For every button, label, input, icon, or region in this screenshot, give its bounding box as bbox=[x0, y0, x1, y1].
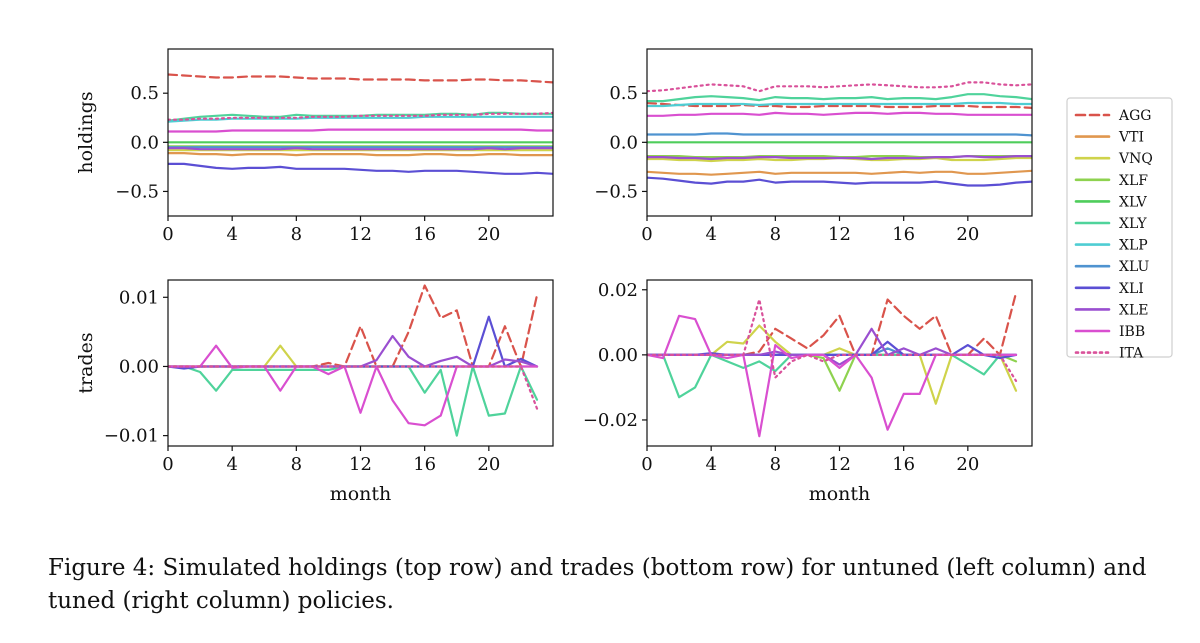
series-line-ibb bbox=[168, 128, 553, 133]
legend-label-xlu: XLU bbox=[1119, 259, 1149, 275]
series-group bbox=[168, 73, 553, 175]
y-tick-label: 0.0 bbox=[130, 132, 159, 153]
series-line-xly bbox=[647, 93, 1032, 103]
y-tick-label: 0.00 bbox=[119, 356, 159, 377]
legend-label-vnq: VNQ bbox=[1118, 151, 1153, 167]
x-tick-label: 20 bbox=[477, 224, 500, 245]
legend: AGG VTI VNQ XLF XLV XLY XLP XLU XLI XLE IBB ITA bbox=[1066, 97, 1173, 362]
legend-label-xlf: XLF bbox=[1119, 173, 1148, 189]
chart-bottom-left: 0 4 8 12 16 20 0.01 0.00 −0.01 trades month bbox=[75, 279, 554, 505]
series-line-ita bbox=[647, 298, 1018, 382]
x-tick-label: 4 bbox=[705, 224, 716, 245]
series-line-xli bbox=[168, 315, 539, 370]
series-line-agg bbox=[647, 291, 1018, 356]
series-group bbox=[647, 291, 1018, 438]
legend-label-xle: XLE bbox=[1119, 302, 1148, 318]
legend-label-ibb: IBB bbox=[1119, 324, 1145, 340]
legend-label-xlv: XLV bbox=[1119, 194, 1148, 210]
series-line-ibb bbox=[647, 314, 1018, 438]
series-line-xlp bbox=[168, 115, 553, 123]
series-line-xlu bbox=[647, 132, 1032, 137]
x-tick-label: 0 bbox=[162, 224, 173, 245]
x-tick-label: 12 bbox=[828, 224, 851, 245]
x-tick-label: 16 bbox=[413, 454, 436, 475]
x-tick-label: 0 bbox=[641, 224, 652, 245]
x-axis-label: month bbox=[809, 483, 871, 505]
legend-box bbox=[1066, 97, 1173, 358]
series-line-vti bbox=[168, 152, 553, 157]
y-tick-label: −0.01 bbox=[104, 426, 159, 447]
x-tick-label: 4 bbox=[226, 454, 237, 475]
y-tick-label: 0.5 bbox=[130, 83, 159, 104]
series-line-xli bbox=[647, 340, 1018, 360]
x-tick-label: 20 bbox=[956, 454, 979, 475]
chart-top-left: 0 4 8 12 16 20 0.5 0.0 −0.5 holdings bbox=[75, 48, 554, 245]
axes-frame bbox=[646, 279, 1033, 447]
chart-top-right: 0 4 8 12 16 20 0.5 0.0 −0.5 bbox=[594, 48, 1033, 245]
x-tick-label: 12 bbox=[828, 454, 851, 475]
chart-bottom-right: 0 4 8 12 16 20 0.02 0.00 −0.02 month bbox=[583, 279, 1033, 505]
legend-label-agg: AGG bbox=[1118, 108, 1151, 124]
series-line-ita bbox=[647, 81, 1032, 93]
series-line-xly bbox=[168, 365, 539, 437]
y-tick-label: 0.02 bbox=[598, 280, 638, 301]
y-tick-label: 0.00 bbox=[598, 345, 638, 366]
x-tick-label: 0 bbox=[162, 454, 173, 475]
x-tick-label: 4 bbox=[226, 224, 237, 245]
x-tick-label: 8 bbox=[770, 454, 781, 475]
series-line-xli bbox=[168, 162, 553, 175]
legend-label-xly: XLY bbox=[1119, 216, 1147, 232]
x-tick-label: 16 bbox=[892, 454, 915, 475]
x-axis-label: month bbox=[330, 483, 392, 505]
y-tick-label: 0.01 bbox=[119, 287, 159, 308]
x-tick-label: 20 bbox=[477, 454, 500, 475]
series-group bbox=[647, 81, 1032, 187]
x-tick-label: 12 bbox=[349, 454, 372, 475]
y-tick-label: −0.5 bbox=[115, 181, 159, 202]
axes-frame bbox=[167, 48, 554, 217]
x-tick-label: 8 bbox=[291, 454, 302, 475]
series-line-ita bbox=[168, 365, 539, 410]
y-axis-label: holdings bbox=[75, 91, 97, 173]
x-tick-label: 16 bbox=[892, 224, 915, 245]
x-tick-label: 8 bbox=[770, 224, 781, 245]
series-line-xlp bbox=[647, 101, 1032, 108]
x-tick-label: 20 bbox=[956, 224, 979, 245]
legend-label-vti: VTI bbox=[1118, 130, 1144, 146]
series-line-ibb bbox=[647, 111, 1032, 117]
series-line-xle bbox=[168, 147, 553, 151]
series-group bbox=[168, 284, 539, 437]
x-tick-label: 12 bbox=[349, 224, 372, 245]
series-line-agg bbox=[647, 101, 1032, 110]
series-line-agg bbox=[168, 73, 553, 84]
x-tick-label: 0 bbox=[641, 454, 652, 475]
y-tick-label: 0.0 bbox=[609, 132, 638, 153]
x-tick-label: 16 bbox=[413, 224, 436, 245]
y-tick-label: −0.02 bbox=[583, 410, 638, 431]
x-tick-label: 4 bbox=[705, 454, 716, 475]
legend-label-xlp: XLP bbox=[1119, 238, 1148, 254]
y-axis-label: trades bbox=[75, 332, 97, 393]
legend-label-ita: ITA bbox=[1119, 346, 1144, 362]
series-line-ita bbox=[168, 111, 553, 121]
series-line-xle bbox=[647, 155, 1032, 161]
series-line-vti bbox=[647, 169, 1032, 176]
legend-label-xli: XLI bbox=[1119, 281, 1144, 297]
y-tick-label: −0.5 bbox=[594, 181, 638, 202]
series-line-ibb bbox=[168, 344, 539, 427]
x-tick-label: 8 bbox=[291, 224, 302, 245]
figure-caption: Figure 4: Simulated holdings (top row) a… bbox=[48, 555, 1147, 614]
series-line-xli bbox=[647, 176, 1032, 187]
y-tick-label: 0.5 bbox=[609, 83, 638, 104]
axes-frame bbox=[646, 48, 1033, 217]
